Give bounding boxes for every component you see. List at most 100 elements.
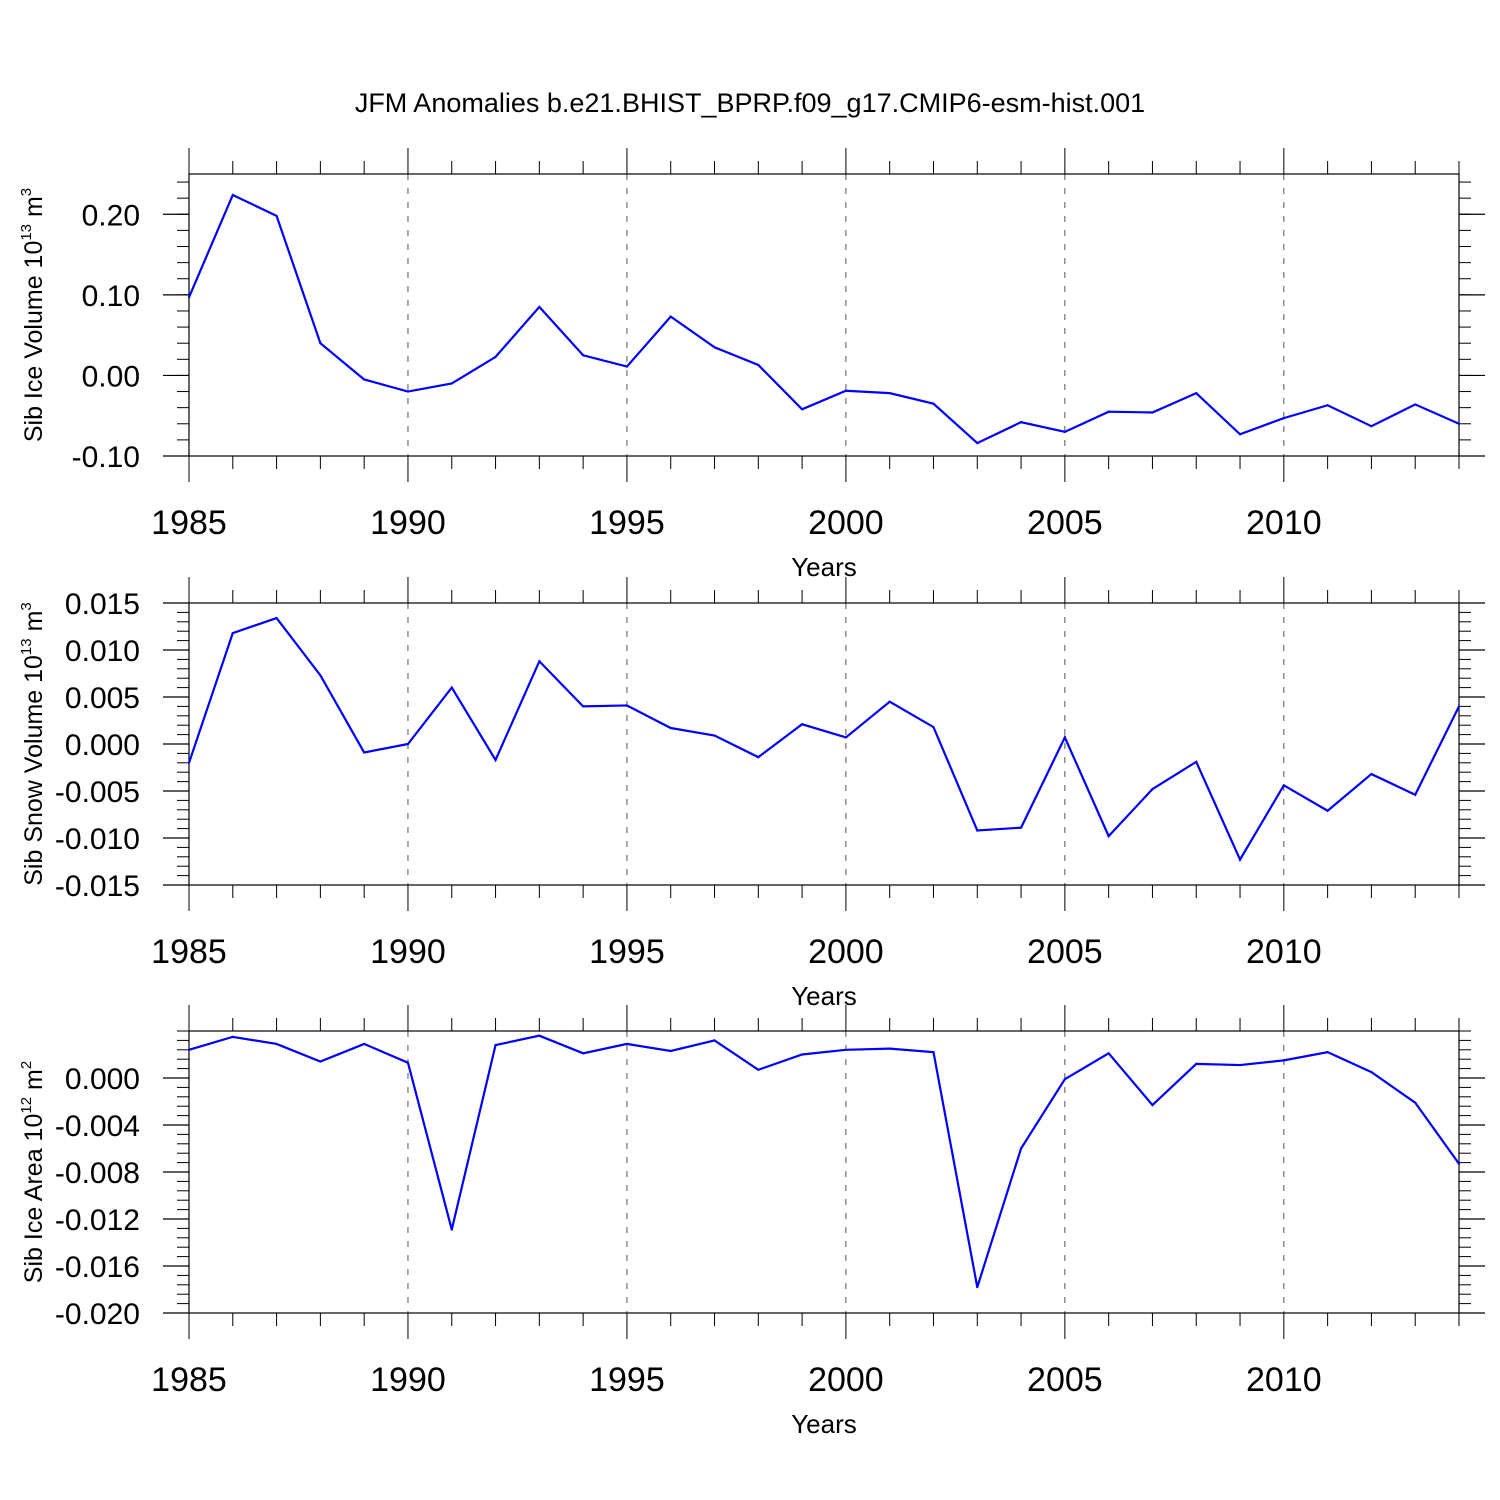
x-tick-label-2000: 2000 (808, 1361, 884, 1399)
data-point-2013 (1414, 403, 1417, 406)
data-point-1987 (275, 214, 278, 217)
data-point-2001 (888, 1047, 891, 1050)
data-point-2000 (844, 736, 847, 739)
y-tick-label-4: 0.005 (65, 682, 140, 715)
data-point-2001 (888, 700, 891, 703)
y-tick-label-0: -0.015 (55, 870, 140, 903)
data-point-2007 (1151, 411, 1154, 414)
y-axis-title-exp: 12 (18, 1097, 35, 1114)
y-tick-label-2: 0.10 (82, 280, 140, 313)
x-axis-title: Years (791, 981, 857, 1011)
data-point-1985 (187, 296, 191, 299)
data-point-1997 (713, 1039, 716, 1042)
x-tick-label-2000: 2000 (808, 504, 884, 542)
y-tick-label-0: -0.10 (72, 441, 140, 474)
sib-snow-volume-series-line (187, 616, 1460, 863)
y-tick-label-6: 0.015 (65, 588, 140, 621)
data-point-2012 (1370, 425, 1373, 428)
data-point-2004 (1019, 1147, 1023, 1150)
sib-ice-area-series-line (188, 1034, 1460, 1288)
data-point-1994 (582, 354, 585, 357)
data-point-2006 (1107, 1052, 1110, 1055)
data-point-2014 (1457, 422, 1461, 425)
sib-ice-volume-series-line (187, 193, 1460, 445)
data-point-2004 (1019, 826, 1023, 829)
plot-frame (188, 173, 1460, 457)
y-axis-title-unit: m (20, 611, 48, 639)
data-point-1986 (231, 193, 234, 197)
sib-ice-area-panel: 1985 1990 1995 2000 2005 2010 Years -0.020 -0.01… (18, 1005, 1485, 1439)
data-point-1997 (713, 346, 716, 349)
data-point-1985 (187, 1048, 191, 1051)
x-tick-label-2005: 2005 (1027, 1361, 1103, 1399)
data-point-1987 (275, 1042, 278, 1046)
y-tick-label-2: -0.012 (55, 1204, 140, 1237)
x-tick-label-1990: 1990 (370, 933, 446, 971)
data-point-1992 (494, 355, 497, 358)
x-tick-label-1995: 1995 (589, 1361, 665, 1399)
data-point-2000 (844, 1048, 847, 1051)
y-tick-label-5: 0.010 (65, 635, 140, 668)
data-point-1994 (582, 705, 585, 708)
data-point-2011 (1326, 809, 1329, 812)
x-tick-label-1995: 1995 (589, 933, 665, 971)
x-tick-label-2010: 2010 (1246, 504, 1322, 542)
data-point-2003 (976, 1286, 979, 1289)
y-tick-label-4: -0.004 (55, 1110, 140, 1143)
x-tick-label-1990: 1990 (370, 504, 446, 542)
data-point-1998 (757, 363, 760, 367)
data-point-1998 (757, 1068, 760, 1071)
data-point-1995 (625, 1042, 629, 1046)
data-point-1989 (363, 378, 366, 381)
y-tick-label-3: 0.000 (65, 729, 140, 762)
data-point-1996 (669, 315, 672, 318)
y-axis-title: Sib Snow Volume 1013 m3 (18, 602, 48, 886)
y-tick-label-0: -0.020 (55, 1298, 140, 1331)
data-point-2009 (1238, 858, 1242, 861)
data-point-1991 (450, 686, 453, 689)
y-tick-label-3: -0.008 (55, 1157, 140, 1190)
y-axis-title-exp: 13 (18, 638, 35, 655)
data-point-2010 (1282, 1059, 1285, 1062)
data-point-2010 (1282, 784, 1285, 787)
data-point-2002 (932, 1051, 935, 1054)
data-point-1995 (625, 704, 629, 707)
data-point-2008 (1195, 392, 1198, 395)
data-point-1993 (538, 660, 541, 663)
data-point-1988 (319, 1060, 322, 1063)
y-axis-title-unit: m (20, 196, 48, 224)
chart-title: JFM Anomalies b.e21.BHIST_BPRP.f09_g17.C… (355, 88, 1145, 118)
y-axis-title-unit-exp: 2 (18, 1061, 35, 1069)
x-tick-label-1995: 1995 (589, 504, 665, 542)
data-point-2003 (976, 442, 979, 445)
data-point-2007 (1151, 788, 1154, 791)
data-point-2011 (1326, 404, 1329, 407)
data-point-1995 (625, 365, 629, 368)
data-point-2014 (1457, 1162, 1461, 1165)
data-point-1990 (406, 1061, 410, 1064)
data-point-2011 (1326, 1051, 1329, 1054)
x-tick-label-2005: 2005 (1027, 933, 1103, 971)
data-point-2000 (844, 389, 847, 392)
data-point-1999 (801, 723, 804, 726)
data-point-1999 (801, 408, 804, 411)
y-axis-title-unit: m (20, 1069, 48, 1097)
y-axis-title-exp: 13 (18, 224, 35, 241)
y-axis-title-main: Sib Ice Area 10 (20, 1114, 48, 1284)
x-axis-title: Years (791, 1409, 857, 1439)
y-axis-title-unit-exp: 3 (18, 188, 35, 196)
data-point-1994 (582, 1052, 585, 1055)
x-axis-title: Years (791, 552, 857, 582)
data-point-1990 (406, 390, 410, 393)
data-point-2013 (1414, 793, 1417, 796)
data-point-1992 (494, 1044, 497, 1047)
data-point-2007 (1151, 1103, 1154, 1107)
data-point-2006 (1107, 835, 1110, 838)
data-point-2005 (1063, 736, 1066, 739)
data-point-2009 (1238, 1063, 1242, 1067)
data-point-1996 (669, 726, 672, 730)
y-tick-label-1: 0.00 (82, 360, 140, 393)
data-point-2005 (1063, 430, 1066, 433)
y-tick-label-3: 0.20 (82, 199, 140, 232)
